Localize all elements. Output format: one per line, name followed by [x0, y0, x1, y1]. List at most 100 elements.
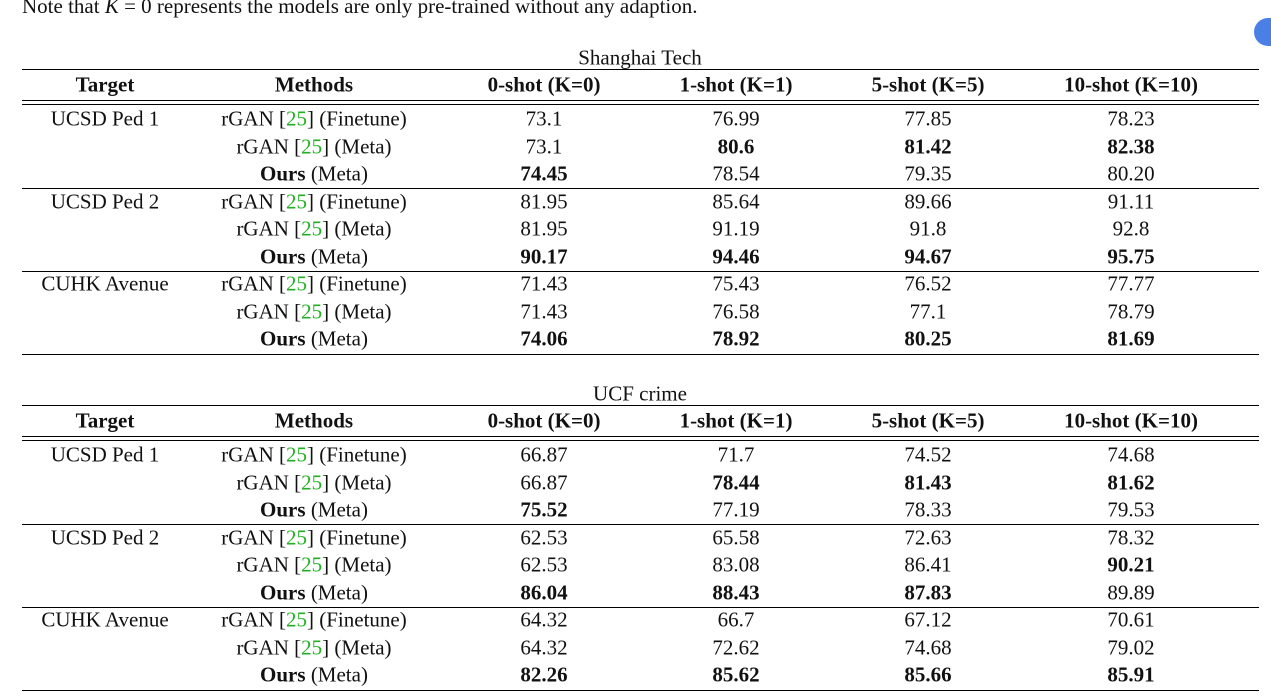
value-cell: 74.68	[1107, 442, 1155, 467]
bottom-rule	[22, 354, 1259, 355]
value-cell: 85.62	[712, 662, 760, 687]
table-caption: Shanghai Tech	[578, 45, 702, 70]
value-cell: 77.1	[909, 299, 947, 323]
method-part: Ours	[260, 326, 306, 351]
method-part: rGAN [	[236, 635, 302, 659]
value-cell: 72.63	[904, 525, 952, 549]
method-part: 25	[286, 106, 307, 131]
value-cell: 66.7	[717, 607, 755, 632]
value-cell: 78.54	[712, 161, 760, 186]
method-part: ] (Finetune)	[307, 106, 407, 131]
method-cell: rGAN [25] (Meta)	[236, 301, 391, 322]
method-part: (Meta)	[305, 326, 368, 351]
method-cell: Ours (Meta)	[260, 662, 368, 687]
top-rule	[22, 69, 1259, 70]
method-part: Ours	[260, 662, 306, 687]
method-part: (Meta)	[305, 161, 368, 186]
method-part: ] (Meta)	[322, 635, 392, 659]
method-part: rGAN [	[236, 470, 302, 494]
value-cell: 79.53	[1107, 497, 1155, 522]
note: Note that K = 0 represents the models ar…	[22, 0, 698, 17]
value-cell: 90.17	[520, 244, 568, 268]
value-cell: 71.43	[520, 271, 568, 296]
method-part: ] (Meta)	[322, 216, 392, 241]
group-rule	[22, 271, 1259, 272]
badge-icon[interactable]	[1254, 18, 1271, 46]
group-rule	[22, 524, 1259, 525]
value-cell: 81.42	[904, 134, 952, 158]
method-part: (Meta)	[305, 244, 368, 268]
method-part: rGAN [	[221, 442, 286, 467]
value-cell: 81.69	[1107, 326, 1155, 351]
value-cell: 79.35	[904, 161, 952, 186]
value-cell: 76.99	[712, 106, 760, 131]
method-part: ] (Meta)	[322, 299, 392, 323]
value-cell: 85.64	[712, 189, 760, 213]
column-header: 5-shot (K=5)	[871, 408, 985, 433]
value-cell: 78.44	[712, 470, 760, 494]
note-text: Note that	[22, 0, 105, 18]
method-part: ] (Meta)	[322, 470, 392, 494]
value-cell: 91.8	[909, 216, 947, 241]
group-rule	[22, 188, 1259, 189]
value-cell: 74.45	[520, 161, 568, 186]
method-part: 25	[301, 552, 323, 577]
value-cell: 81.62	[1107, 470, 1155, 494]
method-part: 25	[286, 442, 307, 467]
value-cell: 72.62	[712, 635, 760, 659]
value-cell: 87.83	[904, 580, 952, 604]
target-cell: UCSD Ped 2	[50, 189, 160, 213]
method-part: rGAN [	[221, 189, 286, 213]
target-cell: UCSD Ped 2	[50, 525, 160, 549]
value-cell: 78.23	[1107, 106, 1155, 131]
value-cell: 71.7	[717, 442, 755, 467]
value-cell: 82.26	[520, 662, 568, 687]
value-cell: 80.20	[1107, 161, 1155, 186]
table-caption: UCF crime	[593, 381, 687, 406]
value-cell: 89.89	[1107, 580, 1155, 604]
method-part: ] (Finetune)	[307, 442, 407, 467]
target-cell: CUHK Avenue	[41, 607, 169, 632]
note-var: K	[104, 0, 119, 18]
method-part: ] (Meta)	[322, 552, 392, 577]
value-cell: 67.12	[904, 607, 952, 632]
value-cell: 78.33	[904, 497, 952, 522]
value-cell: 90.21	[1107, 552, 1155, 577]
method-part: Ours	[260, 497, 306, 522]
method-part: (Meta)	[305, 662, 368, 687]
value-cell: 81.43	[904, 470, 952, 494]
value-cell: 81.95	[520, 216, 568, 241]
method-part: ] (Finetune)	[307, 525, 407, 549]
value-cell: 81.95	[520, 189, 568, 213]
method-cell: Ours (Meta)	[260, 246, 368, 267]
method-part: rGAN [	[221, 106, 286, 131]
method-cell: rGAN [25] (Meta)	[236, 216, 392, 241]
value-cell: 64.32	[520, 607, 568, 632]
method-part: 25	[301, 299, 323, 323]
value-cell: 76.58	[712, 299, 760, 323]
method-part: 25	[286, 525, 307, 549]
method-part: rGAN [	[236, 552, 302, 577]
method-part: Ours	[260, 244, 306, 268]
value-cell: 62.53	[520, 525, 568, 549]
value-cell: 73.1	[525, 106, 563, 131]
method-cell: Ours (Meta)	[260, 161, 368, 186]
method-cell: rGAN [25] (Finetune)	[221, 273, 406, 295]
value-cell: 75.52	[520, 497, 568, 522]
method-cell: rGAN [25] (Finetune)	[221, 527, 406, 548]
value-cell: 71.43	[520, 299, 568, 323]
bottom-rule	[22, 690, 1259, 691]
top-rule	[22, 405, 1259, 406]
column-header: Methods	[274, 72, 354, 97]
value-cell: 79.02	[1107, 635, 1155, 659]
value-cell: 62.53	[520, 552, 568, 577]
value-cell: 64.32	[520, 635, 568, 659]
value-cell: 74.52	[904, 442, 952, 467]
value-cell: 95.75	[1107, 244, 1155, 268]
method-part: ] (Meta)	[322, 134, 392, 158]
header-rule	[22, 440, 1259, 441]
method-part: Ours	[260, 161, 306, 186]
method-part: 25	[301, 134, 323, 158]
column-header: 5-shot (K=5)	[871, 72, 985, 97]
